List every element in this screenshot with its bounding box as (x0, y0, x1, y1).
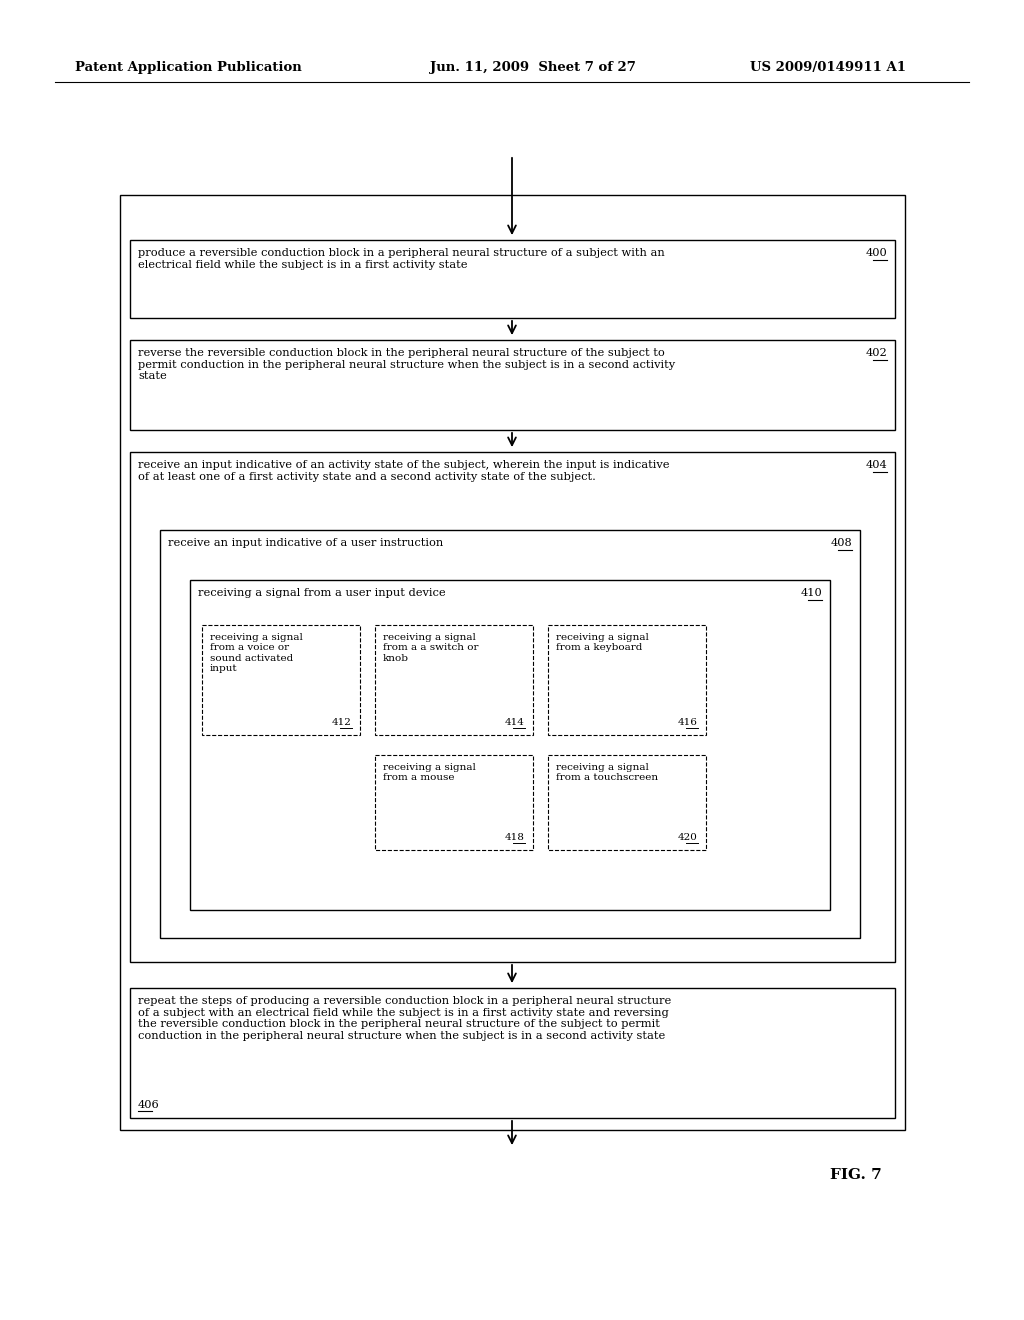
Text: Patent Application Publication: Patent Application Publication (75, 62, 302, 74)
Text: 418: 418 (505, 833, 525, 842)
Text: reverse the reversible conduction block in the peripheral neural structure of th: reverse the reversible conduction block … (138, 348, 675, 381)
Text: 416: 416 (678, 718, 698, 727)
Text: produce a reversible conduction block in a peripheral neural structure of a subj: produce a reversible conduction block in… (138, 248, 665, 269)
Text: repeat the steps of producing a reversible conduction block in a peripheral neur: repeat the steps of producing a reversib… (138, 997, 672, 1040)
Text: 410: 410 (800, 587, 822, 598)
Text: 420: 420 (678, 833, 698, 842)
Text: receiving a signal
from a keyboard: receiving a signal from a keyboard (556, 634, 649, 652)
Bar (375, 755, 534, 850)
Text: receiving a signal
from a touchscreen: receiving a signal from a touchscreen (556, 763, 658, 783)
Bar (120, 195, 905, 1130)
Text: 400: 400 (865, 248, 887, 257)
Bar (130, 341, 895, 430)
Bar (375, 624, 534, 735)
Bar (202, 624, 360, 735)
Text: 404: 404 (865, 459, 887, 470)
Bar (160, 531, 860, 939)
Text: receiving a signal
from a a switch or
knob: receiving a signal from a a switch or kn… (383, 634, 478, 663)
Bar (548, 624, 706, 735)
Text: receiving a signal
from a voice or
sound activated
input: receiving a signal from a voice or sound… (210, 634, 303, 673)
Text: 406: 406 (138, 1100, 160, 1110)
Bar (130, 240, 895, 318)
Text: receive an input indicative of an activity state of the subject, wherein the inp: receive an input indicative of an activi… (138, 459, 670, 482)
Text: receiving a signal from a user input device: receiving a signal from a user input dev… (198, 587, 445, 598)
Text: 402: 402 (865, 348, 887, 358)
Bar (130, 451, 895, 962)
Text: 408: 408 (830, 539, 852, 548)
Bar (190, 579, 830, 909)
Text: FIG. 7: FIG. 7 (830, 1168, 882, 1181)
Bar (130, 987, 895, 1118)
Text: receiving a signal
from a mouse: receiving a signal from a mouse (383, 763, 476, 783)
Text: 414: 414 (505, 718, 525, 727)
Text: receive an input indicative of a user instruction: receive an input indicative of a user in… (168, 539, 443, 548)
Text: Jun. 11, 2009  Sheet 7 of 27: Jun. 11, 2009 Sheet 7 of 27 (430, 62, 636, 74)
Text: US 2009/0149911 A1: US 2009/0149911 A1 (750, 62, 906, 74)
Bar (548, 755, 706, 850)
Text: 412: 412 (332, 718, 352, 727)
